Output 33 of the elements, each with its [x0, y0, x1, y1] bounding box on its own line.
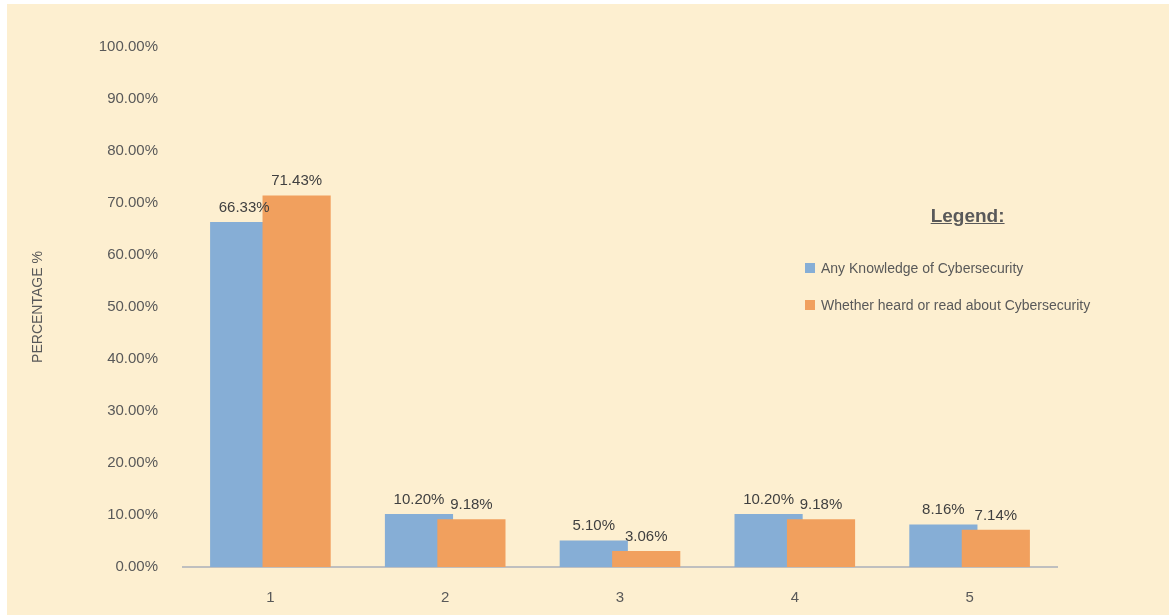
x-tick-label: 1: [266, 588, 275, 606]
data-label: 71.43%: [271, 171, 323, 189]
bar: [786, 519, 856, 567]
bar: [961, 529, 1030, 567]
y-tick-label: 10.00%: [107, 505, 158, 523]
y-tick-label: 70.00%: [107, 193, 158, 211]
x-tick-label: 4: [790, 588, 799, 606]
data-label: 10.20%: [393, 489, 445, 507]
data-label: 3.06%: [624, 526, 668, 544]
data-label: 10.20%: [743, 489, 795, 507]
y-tick-label: 20.00%: [107, 453, 158, 471]
legend-label: Any Knowledge of Cybersecurity: [821, 259, 1024, 276]
legend-label: Whether heard or read about Cybersecurity: [821, 296, 1091, 313]
legend-title: Legend:: [929, 205, 1006, 227]
bar: [437, 519, 506, 567]
y-axis-title: PERCENTAGE %: [29, 251, 46, 363]
data-label: 9.18%: [450, 494, 493, 512]
y-tick-label: 90.00%: [107, 89, 158, 107]
data-label: 8.16%: [922, 500, 965, 518]
data-label: 7.14%: [974, 505, 1018, 523]
y-tick-label: 100.00%: [98, 37, 158, 55]
y-tick-label: 30.00%: [107, 401, 158, 419]
y-tick-label: 0.00%: [115, 557, 158, 575]
y-tick-label: 50.00%: [107, 297, 158, 315]
y-tick-label: 40.00%: [107, 349, 158, 367]
x-tick-label: 2: [441, 588, 450, 606]
y-tick-label: 80.00%: [107, 141, 158, 159]
x-tick-label: 5: [965, 588, 974, 606]
data-label: 9.18%: [799, 494, 843, 512]
bar: [612, 551, 681, 567]
data-label: 5.10%: [572, 516, 616, 534]
x-tick-label: 3: [615, 588, 625, 606]
y-tick-label: 60.00%: [107, 245, 158, 263]
